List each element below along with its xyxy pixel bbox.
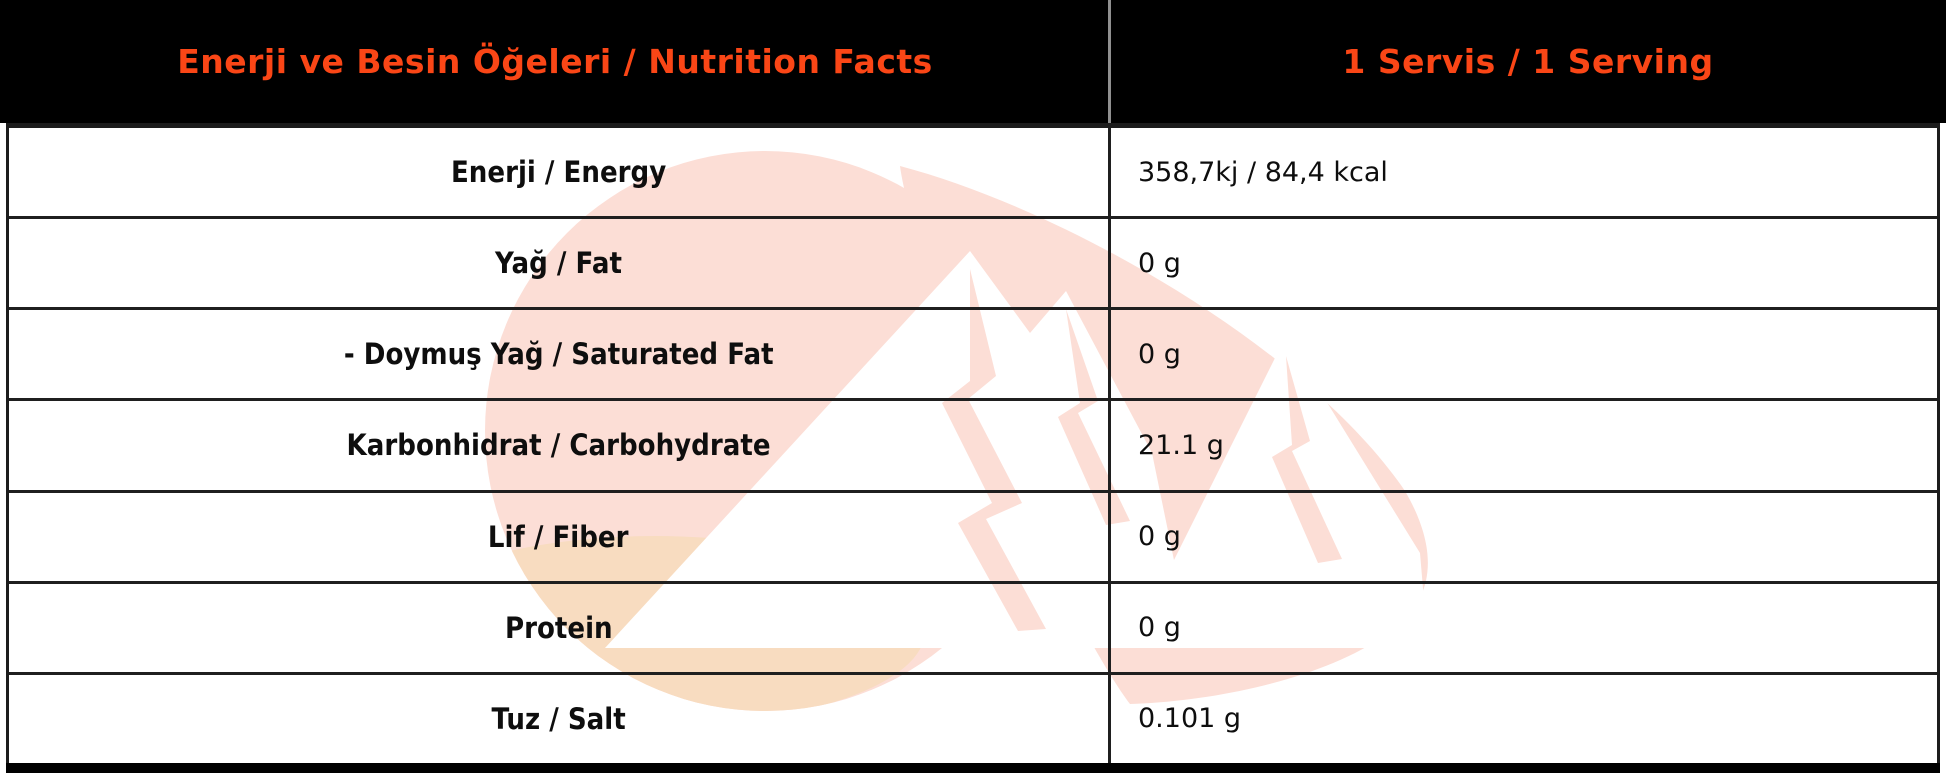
nutrient-label-cell: - Doymuş Yağ / Saturated Fat bbox=[9, 310, 1108, 398]
nutrient-label-cell: Lif / Fiber bbox=[9, 493, 1108, 581]
nutrient-value-cell: 0 g bbox=[1108, 492, 1937, 581]
nutrient-value-cell: 0 g bbox=[1108, 583, 1937, 672]
nutrient-value-cell: 0 g bbox=[1108, 219, 1937, 308]
nutrient-value: 0 g bbox=[1138, 612, 1181, 644]
serving-title: 1 Servis / 1 Serving bbox=[1342, 42, 1714, 81]
nutrient-value: 21.1 g bbox=[1138, 429, 1224, 461]
nutrient-label-cell: Tuz / Salt bbox=[9, 675, 1108, 763]
table-row: Enerji / Energy 358,7kj / 84,4 kcal bbox=[9, 128, 1937, 220]
nutrient-value: 358,7kj / 84,4 kcal bbox=[1138, 156, 1388, 188]
header-title-cell: Enerji ve Besin Öğeleri / Nutrition Fact… bbox=[0, 0, 1110, 123]
nutrient-value: 0 g bbox=[1138, 338, 1181, 370]
table-row: - Doymuş Yağ / Saturated Fat 0 g bbox=[9, 310, 1937, 402]
nutrient-value: 0 g bbox=[1138, 521, 1181, 553]
nutrient-label: - Doymuş Yağ / Saturated Fat bbox=[343, 337, 774, 372]
nutrient-label: Lif / Fiber bbox=[488, 519, 629, 554]
table-row: Yağ / Fat 0 g bbox=[9, 219, 1937, 311]
header-title: Enerji ve Besin Öğeleri / Nutrition Fact… bbox=[177, 42, 933, 81]
nutrient-label: Karbonhidrat / Carbohydrate bbox=[346, 428, 771, 463]
table-row: Lif / Fiber 0 g bbox=[9, 492, 1937, 584]
nutrition-table-body: Enerji / Energy 358,7kj / 84,4 kcal Yağ … bbox=[6, 123, 1940, 763]
nutrient-label: Enerji / Energy bbox=[450, 155, 667, 190]
table-row: Protein 0 g bbox=[9, 583, 1937, 675]
nutrient-label-cell: Enerji / Energy bbox=[9, 128, 1108, 216]
nutrient-label: Tuz / Salt bbox=[491, 701, 626, 736]
header-serving-cell: 1 Servis / 1 Serving bbox=[1110, 0, 1946, 123]
nutrient-label: Yağ / Fat bbox=[495, 246, 622, 281]
nutrient-label-cell: Karbonhidrat / Carbohydrate bbox=[9, 401, 1108, 489]
nutrient-value-cell: 21.1 g bbox=[1108, 401, 1937, 490]
table-row: Tuz / Salt 0.101 g bbox=[9, 674, 1937, 763]
header-column-divider bbox=[1108, 0, 1111, 123]
nutrient-value-cell: 0.101 g bbox=[1108, 674, 1937, 763]
nutrient-label-cell: Yağ / Fat bbox=[9, 219, 1108, 307]
nutrient-value: 0.101 g bbox=[1138, 703, 1242, 735]
nutrient-value-cell: 0 g bbox=[1108, 310, 1937, 399]
nutrient-value: 0 g bbox=[1138, 247, 1181, 279]
table-row: Karbonhidrat / Carbohydrate 21.1 g bbox=[9, 401, 1937, 493]
table-header: Enerji ve Besin Öğeleri / Nutrition Fact… bbox=[0, 0, 1946, 123]
nutrient-label-cell: Protein bbox=[9, 584, 1108, 672]
nutrient-label: Protein bbox=[504, 610, 613, 645]
nutrient-value-cell: 358,7kj / 84,4 kcal bbox=[1108, 128, 1937, 217]
bottom-border-bar bbox=[6, 763, 1940, 773]
